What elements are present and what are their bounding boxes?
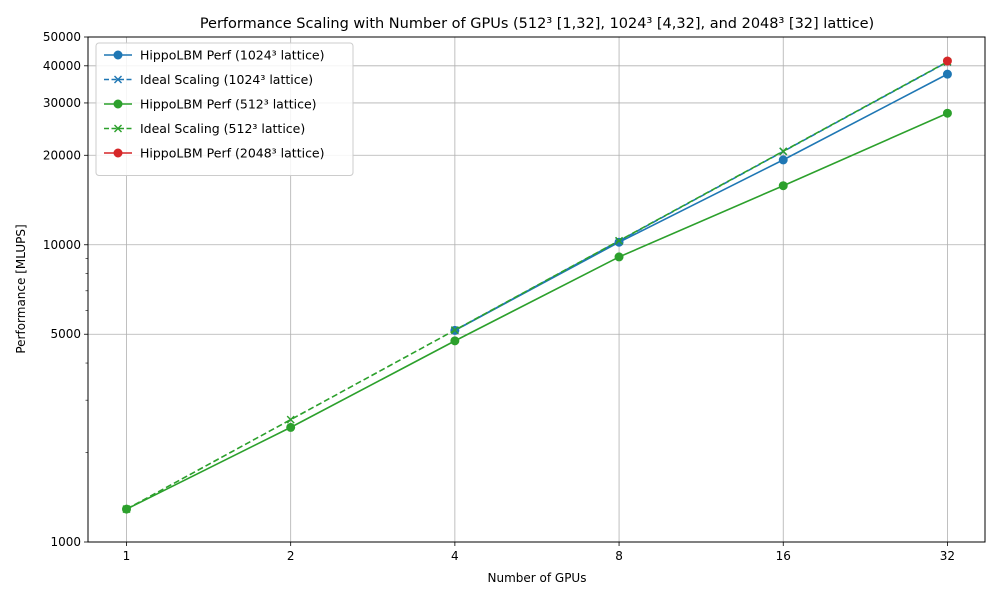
y-tick-label: 20000	[43, 148, 81, 162]
legend-entry: HippoLBM Perf (2048³ lattice)	[104, 146, 325, 161]
legend-entry: Ideal Scaling (1024³ lattice)	[104, 72, 313, 87]
legend-marker	[114, 75, 122, 84]
data-point	[450, 326, 459, 335]
data-point	[778, 155, 788, 165]
series-4	[942, 56, 952, 66]
data-point	[942, 108, 952, 118]
data-point	[286, 415, 295, 424]
x-tick-label: 4	[451, 549, 459, 563]
y-tick-label: 30000	[43, 96, 81, 110]
x-axis: 1 2 4 8 16 32	[123, 542, 955, 563]
legend-entry: Ideal Scaling (512³ lattice)	[104, 121, 305, 136]
x-tick-label: 1	[123, 549, 131, 563]
marker-stroke	[615, 236, 624, 245]
series-line	[454, 61, 948, 332]
y-tick-label: 1000	[50, 535, 81, 549]
series-line	[126, 61, 948, 510]
y-axis: 1000 5000 10000 20000 30000 40000 50000	[43, 30, 88, 549]
marker-stroke	[114, 75, 122, 84]
legend-box	[95, 42, 354, 176]
series-2	[121, 108, 952, 514]
x-tick-label: 32	[940, 549, 955, 563]
legend-marker	[113, 50, 123, 60]
legend-entry: HippoLBM Perf (1024³ lattice)	[104, 48, 325, 63]
series-line	[126, 112, 948, 510]
legend-label: HippoLBM Perf (1024³ lattice)	[140, 48, 325, 63]
legend-marker	[113, 148, 123, 158]
data-point	[615, 236, 624, 245]
y-axis-label: Performance [MLUPS]	[14, 224, 28, 353]
legend-marker	[113, 99, 123, 109]
legend: HippoLBM Perf (1024³ lattice) Ideal Scali…	[95, 42, 354, 176]
marker-stroke	[122, 505, 131, 514]
x-tick-label: 2	[287, 549, 295, 563]
legend-label: HippoLBM Perf (512³ lattice)	[140, 97, 317, 112]
legend-label: Ideal Scaling (512³ lattice)	[140, 121, 305, 136]
x-tick-label: 16	[776, 549, 791, 563]
legend-entry: HippoLBM Perf (512³ lattice)	[104, 97, 317, 112]
marker-stroke	[286, 415, 295, 424]
y-tick-label: 40000	[43, 59, 81, 73]
data-point	[122, 505, 131, 514]
y-tick-label: 10000	[43, 238, 81, 252]
data-point	[779, 147, 788, 156]
y-tick-label: 5000	[50, 327, 81, 341]
y-tick-label: 50000	[43, 30, 81, 44]
series-line	[454, 73, 948, 332]
legend-label: HippoLBM Perf (2048³ lattice)	[140, 146, 325, 161]
data-point	[778, 181, 788, 191]
chart-title: Performance Scaling with Number of GPUs …	[200, 16, 874, 32]
series-0	[450, 69, 952, 335]
x-tick-label: 8	[615, 549, 623, 563]
data-point	[286, 422, 296, 432]
data-point	[942, 56, 952, 66]
legend-label: Ideal Scaling (1024³ lattice)	[140, 72, 313, 87]
marker-stroke	[779, 147, 788, 156]
data-point	[942, 69, 952, 79]
plot-frame	[87, 36, 986, 543]
marker-stroke	[114, 124, 122, 133]
data-point	[614, 252, 624, 262]
legend-marker	[114, 124, 122, 133]
plot-area	[121, 56, 952, 514]
x-axis-label: Number of GPUs	[488, 571, 587, 585]
data-point	[450, 336, 460, 346]
marker-stroke	[450, 326, 459, 335]
